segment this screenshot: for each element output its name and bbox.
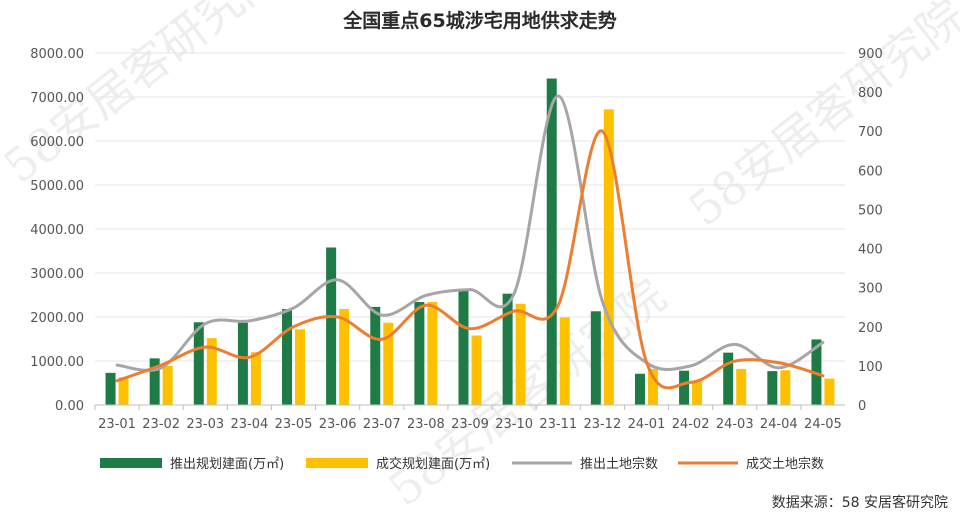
y-right-tick-label: 400 (858, 243, 883, 258)
bar-series-group (105, 78, 835, 406)
bar-deal-area (647, 368, 658, 405)
bar-deal-area (162, 365, 173, 405)
bar-supply-area (634, 373, 645, 405)
x-tick-label: 24-05 (804, 417, 842, 432)
y-left-tick-label: 4000.00 (30, 223, 84, 238)
legend-label-deal-area: 成交规划建面(万㎡) (376, 456, 490, 472)
y-right-tick-label: 800 (858, 86, 883, 101)
bar-deal-area (471, 335, 482, 405)
bar-supply-area (679, 370, 690, 405)
x-tick-label: 24-02 (672, 417, 710, 432)
y-left-tick-label: 5000.00 (30, 179, 84, 194)
bar-supply-area (105, 372, 116, 405)
legend-label-deal-count: 成交土地宗数 (746, 456, 824, 472)
bar-deal-area (118, 377, 129, 405)
x-tick-label: 23-07 (363, 417, 401, 432)
bar-supply-area (326, 247, 337, 405)
y-left-tick-label: 8000.00 (30, 47, 84, 62)
y-left-tick-label: 6000.00 (30, 135, 84, 150)
bar-deal-area (692, 381, 703, 405)
legend: 推出规划建面(万㎡) 成交规划建面(万㎡) 推出土地宗数 成交土地宗数 (100, 456, 824, 472)
y-left-tick-label: 3000.00 (30, 267, 84, 282)
bar-deal-area (339, 309, 350, 405)
bar-supply-area (458, 288, 469, 405)
y-right-tick-label: 500 (858, 203, 883, 218)
line-deal-count (115, 129, 825, 390)
y-right-tick-label: 900 (858, 47, 883, 62)
legend-label-supply-count: 推出土地宗数 (580, 456, 658, 472)
bar-deal-area (206, 338, 217, 405)
bar-deal-area (603, 109, 614, 405)
bar-supply-area (723, 352, 734, 405)
bar-supply-area (502, 293, 513, 405)
bar-supply-area (282, 309, 293, 405)
x-tick-label: 23-03 (186, 417, 224, 432)
x-axis: 23-01 23-02 23-03 23-04 23-05 23-06 23-07 23-08… (94, 405, 842, 432)
y-right-tick-label: 200 (858, 321, 883, 336)
bar-deal-area (383, 322, 394, 405)
bar-deal-area (736, 368, 747, 405)
bar-supply-area (237, 322, 248, 405)
y-right-tick-label: 700 (858, 125, 883, 140)
x-tick-label: 24-01 (628, 417, 666, 432)
chart-title: 全国重点65城涉宅用地供求走势 (342, 9, 616, 32)
y-left-tick-label: 7000.00 (30, 91, 84, 106)
bar-supply-area (193, 322, 204, 405)
bar-deal-area (780, 370, 791, 405)
x-tick-label: 23-09 (451, 417, 489, 432)
y-right-tick-label: 100 (858, 360, 883, 375)
bar-deal-area (250, 352, 261, 405)
bar-deal-area (295, 329, 306, 405)
x-tick-label: 23-12 (583, 417, 621, 432)
bar-deal-area (515, 303, 526, 405)
y-axis-right: 0 100 200 300 400 500 600 700 800 900 (858, 47, 883, 414)
x-tick-label: 24-03 (716, 417, 754, 432)
legend-item-deal-area: 成交规划建面(万㎡) (306, 456, 490, 472)
x-tick-label: 23-05 (275, 417, 313, 432)
y-left-tick-label: 2000.00 (30, 311, 84, 326)
line-series-group (115, 94, 825, 390)
line-supply-count (115, 94, 825, 372)
bar-supply-area (767, 371, 778, 405)
y-right-tick-label: 600 (858, 164, 883, 179)
bar-supply-area (414, 302, 425, 405)
bar-deal-area (824, 378, 835, 405)
bar-supply-area (370, 306, 381, 405)
x-tick-label: 23-02 (142, 417, 180, 432)
y-right-tick-label: 0 (858, 399, 866, 414)
x-tick-label: 23-08 (407, 417, 445, 432)
x-tick-label: 23-06 (319, 417, 357, 432)
legend-item-supply-area: 推出规划建面(万㎡) (100, 457, 284, 472)
legend-swatch-supply-area (100, 458, 162, 468)
x-tick-label: 23-01 (98, 417, 136, 432)
bar-supply-area (149, 358, 160, 405)
x-tick-label: 24-04 (760, 417, 798, 432)
y-left-tick-label: 1000.00 (30, 355, 84, 370)
bar-supply-area (546, 78, 557, 406)
legend-swatch-deal-area (306, 458, 368, 468)
bar-deal-area (427, 302, 438, 405)
legend-label-supply-area: 推出规划建面(万㎡) (170, 457, 284, 472)
source-note: 数据来源：58 安居客研究院 (772, 494, 948, 511)
legend-item-supply-count: 推出土地宗数 (512, 456, 658, 472)
y-axis-left: 0.00 1000.00 2000.00 3000.00 4000.00 5000.00 6… (30, 47, 84, 414)
watermark-text: 58安居客研究院 (679, 0, 960, 237)
x-tick-label: 23-11 (539, 417, 577, 432)
y-right-tick-label: 300 (858, 282, 883, 297)
bar-supply-area (590, 311, 601, 405)
y-left-tick-label: 0.00 (55, 399, 84, 414)
legend-item-deal-count: 成交土地宗数 (678, 456, 824, 472)
bar-deal-area (559, 317, 570, 405)
x-tick-label: 23-04 (231, 417, 269, 432)
x-tick-label: 23-10 (495, 417, 533, 432)
grid-lines (95, 52, 845, 362)
